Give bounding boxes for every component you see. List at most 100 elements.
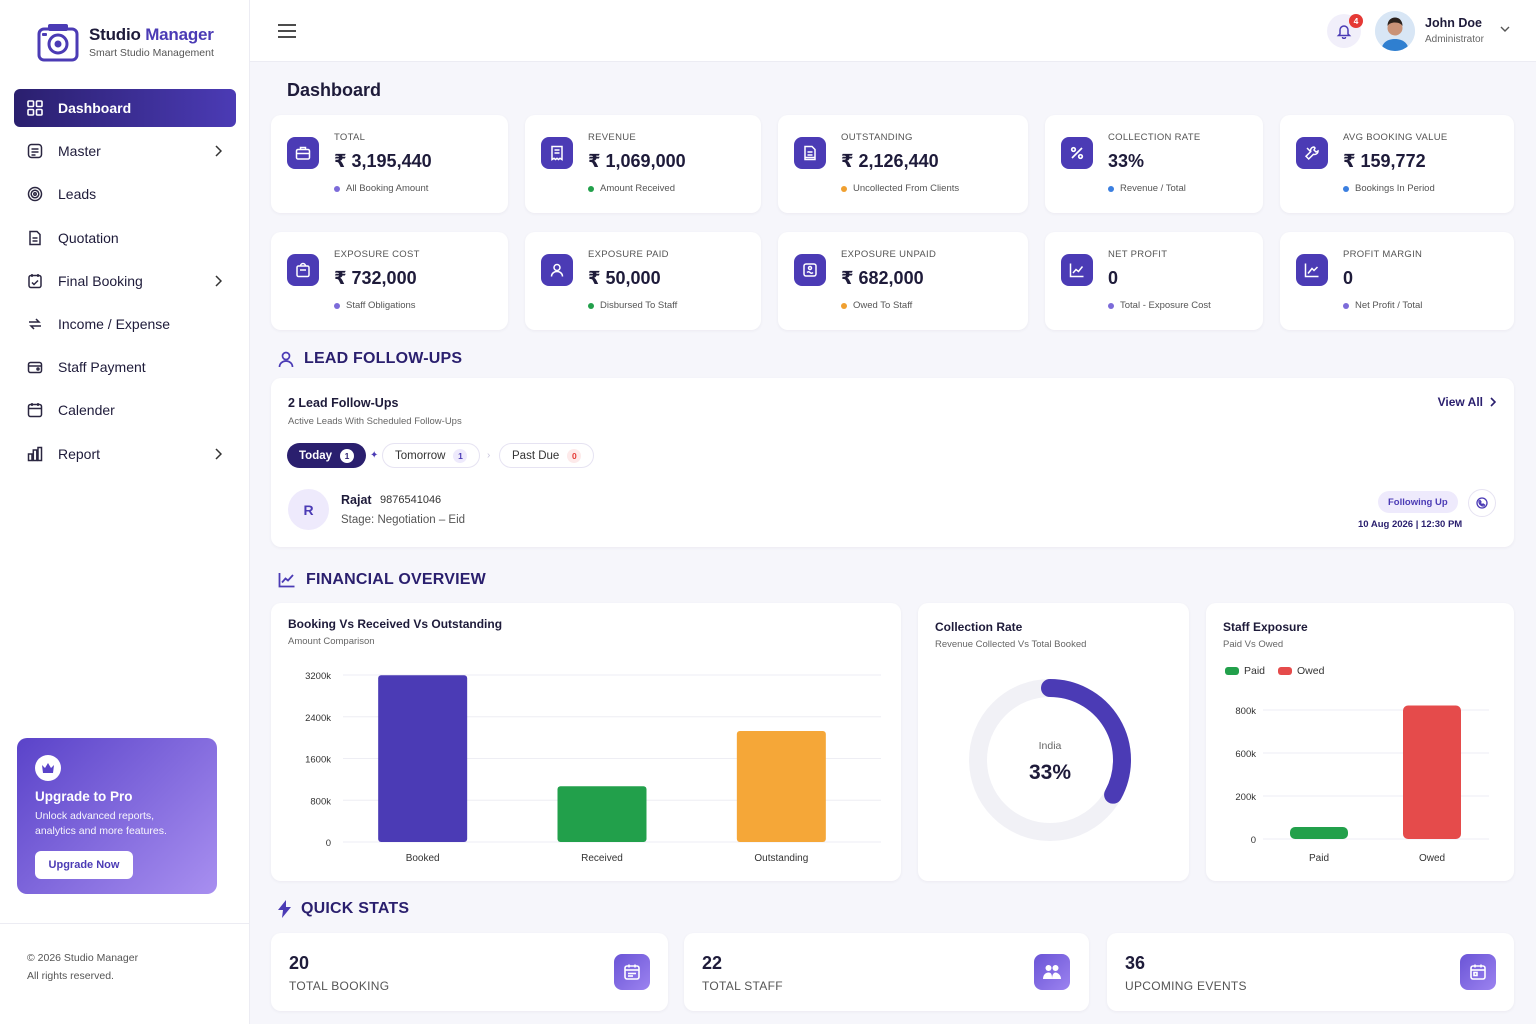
financial-overview-heading: FINANCIAL OVERVIEW [278, 571, 486, 589]
stat-sub: Uncollected From Clients [841, 183, 959, 194]
chevron-right-icon [214, 144, 223, 160]
team-icon [1034, 954, 1070, 990]
call-button[interactable] [1468, 489, 1496, 517]
stat-value: 33% [1108, 151, 1145, 171]
user-avatar-icon [1375, 11, 1415, 51]
donut-arc [1041, 679, 1131, 804]
stat-card-total[interactable]: TOTAL ₹ 3,195,440 All Booking Amount [271, 115, 508, 213]
sidebar-item-master[interactable]: Master [14, 132, 236, 170]
x-tick-label: Outstanding [754, 853, 808, 864]
stat-sub: Amount Received [588, 183, 675, 194]
upgrade-card: Upgrade to Pro Unlock advanced reports, a… [17, 738, 217, 894]
sidebar-item-label: Calender [58, 402, 115, 419]
unpaid-icon [794, 254, 826, 286]
stat-card-profit-margin[interactable]: PROFIT MARGIN 0 Net Profit / Total [1280, 232, 1514, 330]
x-tick-label: Booked [406, 853, 440, 864]
bar-booked[interactable] [378, 675, 468, 842]
stat-card-net-profit[interactable]: NET PROFIT 0 Total - Exposure Cost [1045, 232, 1263, 330]
user-name[interactable]: John Doe [1425, 16, 1482, 30]
user-icon [541, 254, 573, 286]
sidebar-item-label: Quotation [58, 229, 119, 246]
quick-stat-total-staff[interactable]: 22 TOTAL STAFF [684, 933, 1089, 1011]
y-tick-label: 200k [1235, 792, 1256, 803]
sidebar-item-report[interactable]: Report [14, 435, 236, 473]
hamburger-menu-icon[interactable] [277, 22, 297, 40]
view-all-link[interactable]: View All [1438, 395, 1496, 409]
stat-label: COLLECTION RATE [1108, 132, 1201, 143]
stat-sub: Owed To Staff [841, 300, 912, 311]
lightning-icon [278, 900, 291, 918]
brand[interactable]: Studio Manager Smart Studio Management [36, 20, 214, 64]
sidebar: Studio Manager Smart Studio Management D… [0, 0, 250, 1024]
sidebar-item-label: Master [58, 143, 101, 160]
booking-icon [26, 272, 44, 290]
sidebar-item-quotation[interactable]: Quotation [14, 219, 236, 257]
bag-icon [287, 254, 319, 286]
quick-stat-label: TOTAL STAFF [702, 979, 783, 993]
bar-outstanding[interactable] [736, 731, 826, 842]
booking-chart-title: Booking Vs Received Vs Outstanding [288, 617, 503, 631]
stat-card-exposure-unpaid[interactable]: EXPOSURE UNPAID ₹ 682,000 Owed To Staff [778, 232, 1028, 330]
lead-phone: 9876541046 [380, 494, 442, 506]
avatar[interactable] [1375, 11, 1415, 51]
wallet-icon [26, 358, 44, 376]
quick-stat-upcoming-events[interactable]: 36 UPCOMING EVENTS [1107, 933, 1514, 1011]
stat-card-avg-booking[interactable]: AVG BOOKING VALUE ₹ 159,772 Bookings In … [1280, 115, 1514, 213]
staff-chart-subtitle: Paid Vs Owed [1223, 639, 1284, 650]
chevron-right-icon [1490, 397, 1496, 407]
stat-card-exposure-paid[interactable]: EXPOSURE PAID ₹ 50,000 Disbursed To Staf… [525, 232, 761, 330]
stat-card-revenue[interactable]: REVENUE ₹ 1,069,000 Amount Received [525, 115, 761, 213]
quick-stat-value: 36 [1125, 953, 1146, 973]
exchange-icon [26, 315, 44, 333]
stat-label: PROFIT MARGIN [1343, 249, 1423, 260]
stat-value: 0 [1343, 268, 1354, 288]
chevron-right-icon [214, 447, 223, 463]
lead-status-badge: Following Up [1378, 491, 1458, 513]
sidebar-item-label: Report [58, 445, 101, 462]
staff-bar-chart: 0 200k 600k 800k Paid Owed [1235, 705, 1489, 864]
stat-card-outstanding[interactable]: OUTSTANDING ₹ 2,126,440 Uncollected From… [778, 115, 1028, 213]
trend-up-icon [278, 572, 296, 588]
sidebar-item-calender[interactable]: Calender [14, 391, 236, 429]
stat-sub: Net Profit / Total [1343, 300, 1422, 311]
stat-value: ₹ 1,069,000 [588, 151, 686, 171]
upgrade-now-button[interactable]: Upgrade Now [35, 851, 133, 879]
sidebar-item-dashboard[interactable]: Dashboard [14, 89, 236, 127]
invoice-icon [794, 137, 826, 169]
stat-value: ₹ 50,000 [588, 268, 661, 288]
notifications-button[interactable]: 4 [1327, 14, 1363, 48]
chevron-down-icon[interactable] [1500, 26, 1510, 33]
tab-past-due[interactable]: Past Due 0 [499, 443, 595, 468]
bar-paid[interactable] [1290, 827, 1348, 839]
tab-tomorrow[interactable]: Tomorrow 1 [382, 443, 481, 468]
tab-today[interactable]: Today 1 [287, 443, 367, 468]
stat-card-exposure-cost[interactable]: EXPOSURE COST ₹ 732,000 Staff Obligation… [271, 232, 508, 330]
sidebar-item-label: Leads [58, 186, 97, 203]
stat-value: ₹ 3,195,440 [334, 151, 432, 171]
user-role: Administrator [1425, 34, 1484, 45]
sidebar-item-staff-payment[interactable]: Staff Payment [14, 348, 236, 386]
stat-sub: Staff Obligations [334, 300, 416, 311]
legend-item-owed: Owed [1278, 665, 1324, 677]
quick-stat-value: 22 [702, 953, 723, 973]
sidebar-item-final-booking[interactable]: Final Booking [14, 262, 236, 300]
grid-icon [26, 99, 44, 117]
sidebar-item-income-expense[interactable]: Income / Expense [14, 305, 236, 343]
bar-received[interactable] [557, 786, 647, 842]
quick-stat-total-booking[interactable]: 20 TOTAL BOOKING [271, 933, 668, 1011]
x-tick-label: Paid [1309, 853, 1329, 864]
bar-owed[interactable] [1403, 705, 1461, 839]
stat-label: REVENUE [588, 132, 637, 143]
stat-label: EXPOSURE PAID [588, 249, 669, 260]
stat-label: TOTAL [334, 132, 366, 143]
trend-icon [1061, 254, 1093, 286]
donut-center-label: India [1039, 740, 1062, 752]
receipt-icon [541, 137, 573, 169]
target-icon [26, 185, 44, 203]
stat-label: NET PROFIT [1108, 249, 1168, 260]
lead-name[interactable]: Rajat [341, 493, 372, 507]
stat-card-collection-rate[interactable]: COLLECTION RATE 33% Revenue / Total [1045, 115, 1263, 213]
sidebar-item-leads[interactable]: Leads [14, 175, 236, 213]
lead-followups-subtitle: Active Leads With Scheduled Follow-Ups [288, 416, 462, 427]
collection-chart-subtitle: Revenue Collected Vs Total Booked [935, 639, 1087, 650]
